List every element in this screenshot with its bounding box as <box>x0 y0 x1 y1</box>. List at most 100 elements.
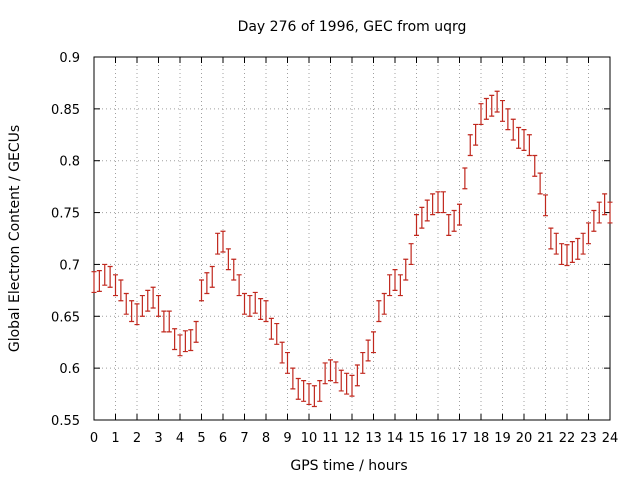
x-axis-label: GPS time / hours <box>290 458 407 474</box>
x-tick-label: 21 <box>537 431 554 446</box>
data-point <box>258 298 264 320</box>
data-point <box>107 265 113 288</box>
data-point <box>586 222 591 245</box>
x-tick-label: 24 <box>602 431 619 446</box>
x-tick-label: 22 <box>559 431 576 446</box>
data-point <box>414 214 419 236</box>
data-point <box>483 97 489 120</box>
data-point <box>371 331 376 354</box>
data-point <box>295 377 301 400</box>
data-point <box>580 232 586 255</box>
x-tick-label: 3 <box>154 431 162 446</box>
x-tick-label: 23 <box>580 431 597 446</box>
data-point <box>215 232 221 255</box>
data-point <box>338 369 344 392</box>
data-point <box>500 99 505 122</box>
x-tick-label: 15 <box>408 431 425 446</box>
data-point <box>607 201 613 224</box>
data-points <box>91 90 613 408</box>
data-point <box>145 289 151 312</box>
data-point <box>494 90 500 113</box>
x-tick-label: 7 <box>240 431 248 446</box>
data-point <box>387 274 393 297</box>
x-tick-label: 0 <box>90 431 98 446</box>
data-point <box>537 172 543 195</box>
y-tick-label: 0.65 <box>51 310 80 325</box>
data-point <box>209 265 215 288</box>
x-tick-label: 6 <box>219 431 227 446</box>
data-point <box>301 379 307 402</box>
data-point <box>564 244 570 267</box>
data-point <box>123 292 129 315</box>
y-tick-labels: 0.55 0.6 0.65 0.7 0.75 0.8 0.85 0.9 <box>51 51 80 429</box>
data-point <box>285 351 290 374</box>
x-tick-label: 1 <box>111 431 119 446</box>
data-point <box>532 154 538 177</box>
data-point <box>172 328 178 351</box>
y-tick-label: 0.75 <box>51 207 80 222</box>
x-tick-label: 14 <box>387 431 404 446</box>
data-point <box>306 383 312 406</box>
data-point <box>505 108 511 131</box>
data-point <box>96 270 102 292</box>
data-point <box>435 191 441 214</box>
y-axis-label: Global Electron Content / GECUs <box>7 125 23 352</box>
data-point <box>134 303 140 326</box>
data-point <box>521 129 527 151</box>
data-point <box>543 194 548 217</box>
data-point <box>467 134 473 157</box>
x-tick-label: 10 <box>301 431 318 446</box>
data-point <box>274 322 280 345</box>
y-tick-label: 0.85 <box>51 103 80 118</box>
data-point <box>290 367 296 390</box>
x-tick-label: 8 <box>262 431 270 446</box>
data-point <box>596 201 602 224</box>
x-tick-label: 19 <box>494 431 511 446</box>
data-point <box>263 300 269 323</box>
data-point <box>408 243 414 266</box>
data-point <box>510 118 516 141</box>
data-point <box>451 209 457 232</box>
data-point <box>419 206 425 229</box>
data-point <box>430 193 436 216</box>
data-point <box>392 269 398 291</box>
data-point <box>516 126 522 149</box>
data-point <box>247 294 253 317</box>
x-tick-label: 4 <box>176 431 184 446</box>
data-point <box>344 372 350 395</box>
y-tick-label: 0.8 <box>59 155 80 170</box>
x-tick-labels: 0 1 2 3 4 5 6 7 8 9 10 11 12 13 14 15 16 17 18 19 20 21 22 23 24 <box>90 431 618 446</box>
y-tick-label: 0.7 <box>59 258 80 273</box>
data-point <box>166 310 172 333</box>
x-tick-label: 17 <box>451 431 468 446</box>
data-point <box>354 364 360 387</box>
data-point <box>489 94 495 117</box>
x-tick-label: 16 <box>430 431 447 446</box>
grid-lines <box>94 57 610 420</box>
data-point <box>403 258 409 281</box>
data-point <box>553 232 559 255</box>
data-point <box>591 209 597 232</box>
data-point <box>204 272 210 295</box>
data-point <box>478 103 484 126</box>
x-tick-label: 20 <box>516 431 533 446</box>
data-point <box>457 203 462 226</box>
data-point <box>113 274 118 297</box>
data-point <box>376 300 382 323</box>
data-point <box>424 199 430 222</box>
y-tick-label: 0.55 <box>51 414 80 429</box>
data-point <box>150 286 156 309</box>
data-point <box>118 279 124 302</box>
x-tick-label: 13 <box>365 431 382 446</box>
data-point <box>225 248 231 271</box>
data-point <box>279 341 285 364</box>
x-tick-label: 18 <box>473 431 490 446</box>
data-point <box>156 294 161 317</box>
data-point <box>161 310 167 333</box>
data-point <box>129 300 135 323</box>
y-tick-label: 0.6 <box>59 362 80 377</box>
x-tick-label: 9 <box>283 431 291 446</box>
data-point <box>526 134 532 157</box>
data-point <box>322 362 328 385</box>
